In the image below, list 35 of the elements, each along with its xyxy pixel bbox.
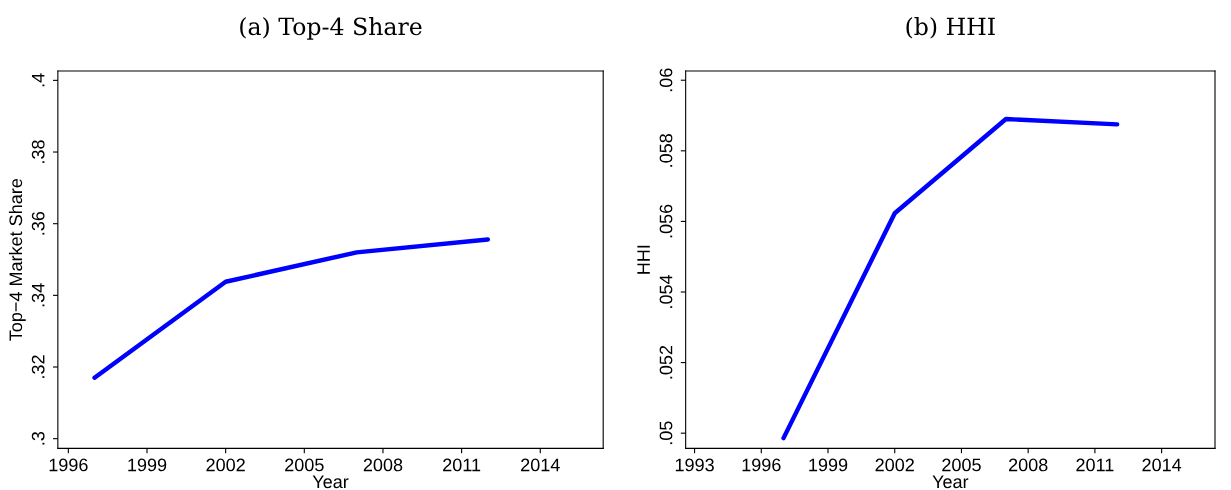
line-series: [781, 116, 1120, 441]
y-tick-label: .4: [31, 73, 45, 87]
y-tick-label: .058: [659, 134, 673, 167]
y-tick-label: .38: [31, 140, 45, 163]
x-tick-label: 2008: [1009, 458, 1048, 472]
x-tick-label: 2005: [285, 458, 324, 472]
x-tick-label: 2011: [443, 458, 481, 472]
x-tick-label: 1999: [809, 458, 848, 472]
x-axis-title: Year: [312, 475, 349, 489]
x-tick-label: 2014: [521, 458, 560, 472]
y-axis-title: Top−4 Market Share: [8, 178, 26, 341]
x-tick-label: 1996: [742, 458, 781, 472]
x-tick-label: 2005: [942, 458, 981, 472]
x-tick-label: 2002: [206, 458, 245, 472]
chart-title: (a) Top-4 Share: [240, 17, 422, 40]
y-tick-label: .056: [659, 204, 673, 238]
y-tick-label: .06: [659, 68, 673, 92]
y-axis-title: HHI: [637, 245, 650, 274]
x-tick-label: 2014: [1142, 458, 1182, 472]
x-tick-label: 1993: [675, 458, 714, 472]
y-tick-label: .32: [31, 355, 45, 378]
y-tick-label: .36: [31, 211, 45, 235]
y-tick-label: .3: [31, 431, 45, 445]
x-tick-label: 2008: [363, 458, 403, 472]
y-tick-label: .34: [31, 283, 45, 307]
x-axis-title: Year: [932, 475, 969, 489]
line-series: [92, 237, 491, 380]
x-tick-label: 2011: [1076, 458, 1114, 472]
y-tick-label: .05: [659, 421, 673, 445]
y-tick-label: .054: [659, 274, 673, 308]
y-tick-label: .052: [659, 345, 673, 379]
x-tick-label: 1996: [49, 458, 88, 472]
x-tick-label: 2002: [875, 458, 914, 472]
chart-title: (b) HHI: [906, 17, 995, 39]
x-tick-label: 1999: [128, 458, 167, 472]
